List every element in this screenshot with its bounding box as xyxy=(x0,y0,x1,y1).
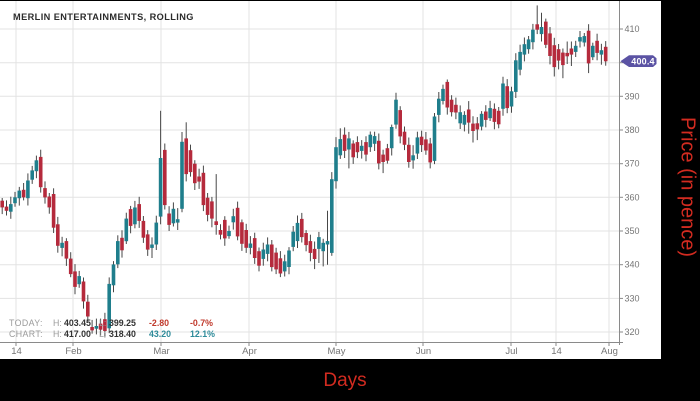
svg-text:-0.7%: -0.7% xyxy=(190,318,213,328)
svg-text:380: 380 xyxy=(625,125,640,135)
svg-text:410: 410 xyxy=(625,24,640,34)
svg-text:417.00: 417.00 xyxy=(64,329,91,339)
svg-text:H:: H: xyxy=(53,318,62,328)
svg-text:Jul: Jul xyxy=(505,346,517,357)
svg-text:43.20: 43.20 xyxy=(149,329,171,339)
svg-text:Jun: Jun xyxy=(416,346,431,357)
svg-text:360: 360 xyxy=(625,192,640,202)
svg-text:CHART:: CHART: xyxy=(9,329,43,339)
svg-text:318.40: 318.40 xyxy=(109,329,136,339)
svg-text:14: 14 xyxy=(551,346,562,357)
svg-text:390: 390 xyxy=(625,91,640,101)
svg-text:Mar: Mar xyxy=(153,346,169,357)
svg-text:403.45: 403.45 xyxy=(64,318,91,328)
svg-text:L:: L: xyxy=(99,318,106,328)
svg-text:May: May xyxy=(328,346,346,357)
svg-text:-2.80: -2.80 xyxy=(149,318,169,328)
svg-text:H:: H: xyxy=(53,329,62,339)
svg-text:340: 340 xyxy=(625,260,640,270)
svg-text:370: 370 xyxy=(625,159,640,169)
svg-text:350: 350 xyxy=(625,226,640,236)
svg-text:400.4: 400.4 xyxy=(631,57,655,67)
svg-text:Aug: Aug xyxy=(601,346,618,357)
svg-text:MERLIN ENTERTAINMENTS, ROLLING: MERLIN ENTERTAINMENTS, ROLLING xyxy=(13,12,194,22)
svg-text:320: 320 xyxy=(625,327,640,337)
svg-text:Feb: Feb xyxy=(65,346,81,357)
svg-text:TODAY:: TODAY: xyxy=(9,318,43,328)
svg-text:L:: L: xyxy=(99,329,106,339)
svg-text:330: 330 xyxy=(625,293,640,303)
svg-text:Apr: Apr xyxy=(242,346,257,357)
svg-text:14: 14 xyxy=(11,346,22,357)
svg-text:399.25: 399.25 xyxy=(109,318,136,328)
svg-text:12.1%: 12.1% xyxy=(190,329,215,339)
